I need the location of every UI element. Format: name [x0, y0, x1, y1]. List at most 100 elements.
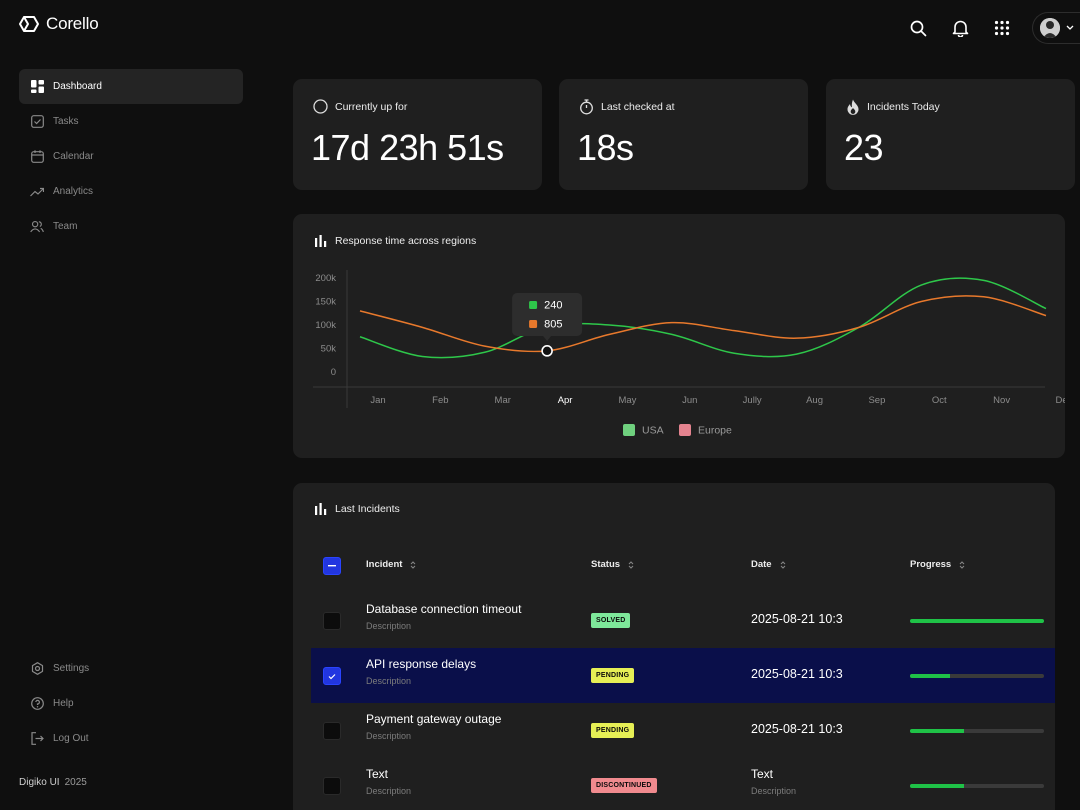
x-tick-label: Oct [932, 395, 947, 406]
sidebar-item-label: Tasks [53, 116, 79, 127]
incidents-table-card: Last Incidents Incident Status Date Prog… [293, 483, 1055, 810]
x-tick-label: May [618, 395, 636, 406]
chevron-down-icon [1066, 25, 1074, 30]
column-header-incident[interactable]: Incident [366, 559, 416, 570]
bar-chart-icon [315, 235, 327, 247]
sidebar-item-dashboard[interactable]: Dashboard [19, 69, 243, 104]
sidebar-item-settings[interactable]: Settings [19, 651, 243, 686]
legend-item: Europe [679, 424, 732, 437]
sidebar-item-help[interactable]: Help [19, 686, 243, 721]
x-tick-label: Dec [1056, 395, 1065, 406]
incident-date-description: Description [751, 786, 797, 796]
team-icon [30, 220, 44, 234]
legend-label: USA [642, 425, 664, 437]
check-icon [328, 673, 336, 679]
analytics-icon [30, 185, 44, 199]
sidebar-item-label: Analytics [53, 186, 94, 197]
table-row[interactable]: Database connection timeout Description … [311, 593, 1055, 648]
x-tick-label: Sep [868, 395, 885, 406]
incident-date: 2025-08-21 10:3 [751, 612, 843, 626]
x-tick-label: Nov [993, 395, 1010, 406]
sort-icon [411, 560, 416, 569]
search-icon[interactable] [905, 15, 931, 41]
status-badge: SOLVED [591, 613, 631, 628]
progress-fill [910, 729, 964, 733]
sidebar-item-tasks[interactable]: Tasks [19, 104, 243, 139]
progress-bar [910, 619, 1044, 623]
sidebar-footer: Digiko UI 2025 [19, 777, 87, 788]
avatar [1040, 18, 1060, 38]
tooltip-swatch [529, 320, 538, 328]
app-logo[interactable]: Corello [19, 14, 99, 34]
highlight-point [541, 345, 553, 357]
x-tick-label: Jun [682, 395, 697, 406]
stat-card-incidents-today: Incidents Today 23 [826, 79, 1075, 190]
table-row[interactable]: Text Description DISCONTINUED Text Descr… [311, 758, 1055, 810]
legend-item: USA [623, 424, 664, 437]
x-tick-label: Apr [558, 395, 573, 406]
row-checkbox[interactable] [323, 777, 341, 795]
sidebar-item-calendar[interactable]: Calendar [19, 139, 243, 174]
sidebar-item-label: Calendar [53, 151, 94, 162]
footer-year: 2025 [64, 777, 87, 788]
table-row[interactable]: API response delays Description PENDING … [311, 648, 1055, 703]
chart-title: Response time across regions [335, 235, 477, 247]
response-time-chart[interactable]: 200k 150k 100k 50k 0 Jan Feb Mar Apr May Jun Jully A… [293, 214, 1065, 458]
tooltip-pointer [543, 336, 552, 341]
table-row[interactable]: Payment gateway outage Description PENDI… [311, 703, 1055, 758]
incident-date: Text [751, 767, 774, 781]
circle-icon [313, 99, 328, 114]
apps-grid-icon[interactable] [989, 15, 1015, 41]
help-icon [30, 697, 44, 711]
incident-description: Description [366, 621, 412, 631]
table-title: Last Incidents [335, 503, 400, 515]
sidebar-item-logout[interactable]: Log Out [19, 721, 243, 756]
footer-brand: Digiko UI [19, 777, 60, 788]
legend-label: Europe [698, 425, 732, 437]
column-label: Date [751, 559, 772, 570]
topbar-actions [889, 12, 1080, 44]
row-checkbox[interactable] [323, 667, 341, 685]
column-header-progress[interactable]: Progress [910, 559, 965, 570]
series-line-usa [359, 277, 1047, 359]
y-tick-label: 50k [321, 344, 337, 355]
sidebar-item-team[interactable]: Team [19, 209, 243, 244]
row-checkbox[interactable] [323, 612, 341, 630]
user-menu[interactable] [1032, 12, 1080, 44]
status-badge: DISCONTINUED [591, 778, 657, 793]
bar-chart-icon [315, 503, 327, 515]
progress-fill [910, 619, 1044, 623]
stat-value: 17d 23h 51s [311, 127, 504, 168]
sidebar-item-label: Log Out [53, 733, 89, 744]
column-header-date[interactable]: Date [751, 559, 786, 570]
incident-description: Description [366, 676, 412, 686]
stat-card-uptime: Currently up for 17d 23h 51s [293, 79, 542, 190]
sidebar-nav: Dashboard Tasks Calendar Analytics Team [19, 69, 243, 244]
incident-date: 2025-08-21 10:3 [751, 722, 843, 736]
row-checkbox[interactable] [323, 722, 341, 740]
x-tick-label: Feb [432, 395, 448, 406]
sidebar-item-analytics[interactable]: Analytics [19, 174, 243, 209]
bell-icon[interactable] [947, 15, 973, 41]
progress-bar [910, 784, 1044, 788]
select-all-checkbox[interactable] [323, 557, 341, 575]
stat-value: 23 [844, 127, 884, 168]
stat-label: Incidents Today [867, 101, 940, 113]
tasks-icon [30, 115, 44, 129]
y-tick-label: 100k [315, 320, 336, 331]
legend-swatch [679, 424, 691, 436]
sort-icon [959, 560, 965, 569]
dashboard-icon [30, 80, 44, 94]
calendar-icon [30, 150, 44, 164]
minus-icon [328, 565, 336, 567]
sidebar-item-label: Team [53, 221, 78, 232]
progress-fill [910, 784, 964, 788]
incident-name: Database connection timeout [366, 602, 522, 616]
y-tick-label: 150k [315, 297, 336, 308]
legend-swatch [623, 424, 635, 436]
y-tick-label: 0 [331, 367, 336, 378]
sort-icon [780, 560, 785, 569]
progress-bar [910, 674, 1044, 678]
x-tick-label: Jully [743, 395, 762, 406]
column-header-status[interactable]: Status [591, 559, 634, 570]
